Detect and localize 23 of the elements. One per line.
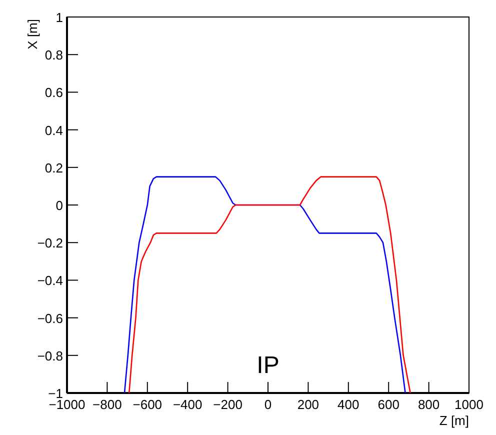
x-tick-label: 1000 [454,397,484,412]
y-tick-label: 0.4 [44,122,63,138]
y-tick-label: 0.8 [44,48,63,63]
y-tick-label: −0.8 [37,348,63,364]
x-tick-label: −600 [132,397,162,412]
y-tick-label: −0.4 [37,273,63,288]
y-tick-label: 0.2 [44,160,63,176]
y-tick-label: 1 [56,10,63,25]
y-axis-title: X [m] [25,19,40,50]
y-tick-label: −0.2 [37,236,63,251]
x-tick-label: −800 [92,397,122,412]
x-tick-label: 200 [297,397,320,412]
x-tick-label: 600 [378,397,400,412]
x-tick-label: 400 [338,397,360,412]
annotation: IP [256,352,280,379]
y-tick-label: 0.6 [44,85,63,100]
x-axis-title: Z [m] [439,413,469,428]
y-tick-label: −0.6 [37,310,63,326]
x-tick-label: −200 [213,397,242,412]
y-tick-label: 0 [56,198,63,213]
x-tick-label: 800 [418,397,440,412]
x-tick-label: −400 [172,397,202,412]
x-tick-label: 0 [264,397,272,412]
